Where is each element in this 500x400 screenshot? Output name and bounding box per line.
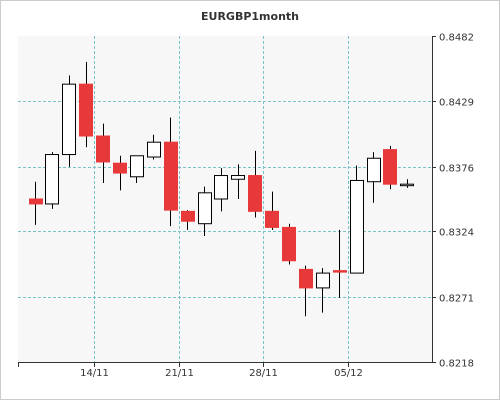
candle-body-up bbox=[316, 272, 330, 289]
candle bbox=[231, 164, 245, 199]
candle-body-down bbox=[248, 175, 262, 212]
candle-body-up bbox=[198, 192, 212, 225]
y-axis-ticks: 0.8218 0.8271 0.8324 0.8376 0.8429 0.8482 bbox=[432, 33, 474, 370]
candle-body-down bbox=[29, 198, 43, 205]
candle-body-down bbox=[282, 226, 296, 262]
candle bbox=[130, 155, 144, 183]
candle bbox=[198, 186, 212, 237]
candle-body-up bbox=[147, 141, 161, 158]
candle-body-up bbox=[45, 154, 59, 205]
candle bbox=[299, 265, 313, 317]
x-axis-ticks: 14/11 21/11 28/11 05/12 bbox=[18, 362, 363, 379]
x-tick-label: 14/11 bbox=[80, 368, 109, 379]
candle bbox=[400, 179, 414, 188]
candle bbox=[62, 75, 76, 167]
y-tick-label: 0.8271 bbox=[439, 294, 474, 305]
candle bbox=[350, 165, 364, 274]
candle bbox=[164, 117, 178, 227]
candle bbox=[113, 155, 127, 191]
candle bbox=[333, 229, 347, 298]
candle-body-up bbox=[130, 155, 144, 178]
candle bbox=[265, 191, 279, 230]
candle bbox=[383, 145, 397, 190]
candle-body-down bbox=[181, 210, 195, 222]
candle bbox=[45, 152, 59, 209]
y-tick-label: 0.8482 bbox=[439, 33, 474, 44]
candle-body-up bbox=[367, 157, 381, 183]
candle bbox=[147, 134, 161, 160]
candle-body-down bbox=[265, 210, 279, 228]
y-tick-label: 0.8324 bbox=[439, 228, 474, 239]
y-tick-label: 0.8218 bbox=[439, 359, 474, 370]
candle-body-down bbox=[383, 149, 397, 185]
grid-lines bbox=[18, 36, 432, 362]
candles bbox=[29, 61, 414, 317]
candle bbox=[214, 168, 228, 212]
candle bbox=[248, 150, 262, 218]
x-tick-label: 05/12 bbox=[334, 368, 363, 379]
candle bbox=[181, 210, 195, 230]
y-tick-label: 0.8376 bbox=[439, 164, 474, 175]
candle-body-up bbox=[214, 175, 228, 200]
candle bbox=[282, 223, 296, 265]
candle-body-up bbox=[400, 183, 414, 187]
candle bbox=[96, 123, 110, 183]
candle-body-up bbox=[350, 179, 364, 274]
candle-body-down bbox=[113, 162, 127, 174]
candle-body-down bbox=[164, 141, 178, 211]
candle-body-up bbox=[231, 175, 245, 180]
candle-body-up bbox=[62, 83, 76, 156]
candle-body-down bbox=[299, 268, 313, 289]
candle bbox=[367, 152, 381, 203]
chart-title: EURGBP1month bbox=[201, 10, 299, 23]
candle-body-down bbox=[333, 270, 347, 273]
y-tick-label: 0.8429 bbox=[439, 98, 474, 109]
x-tick-label: 28/11 bbox=[249, 368, 278, 379]
x-tick-label: 21/11 bbox=[165, 368, 194, 379]
candle bbox=[79, 61, 93, 148]
candle-body-down bbox=[96, 135, 110, 163]
candle bbox=[316, 268, 330, 313]
candle bbox=[29, 181, 43, 225]
candle-body-down bbox=[79, 83, 93, 137]
